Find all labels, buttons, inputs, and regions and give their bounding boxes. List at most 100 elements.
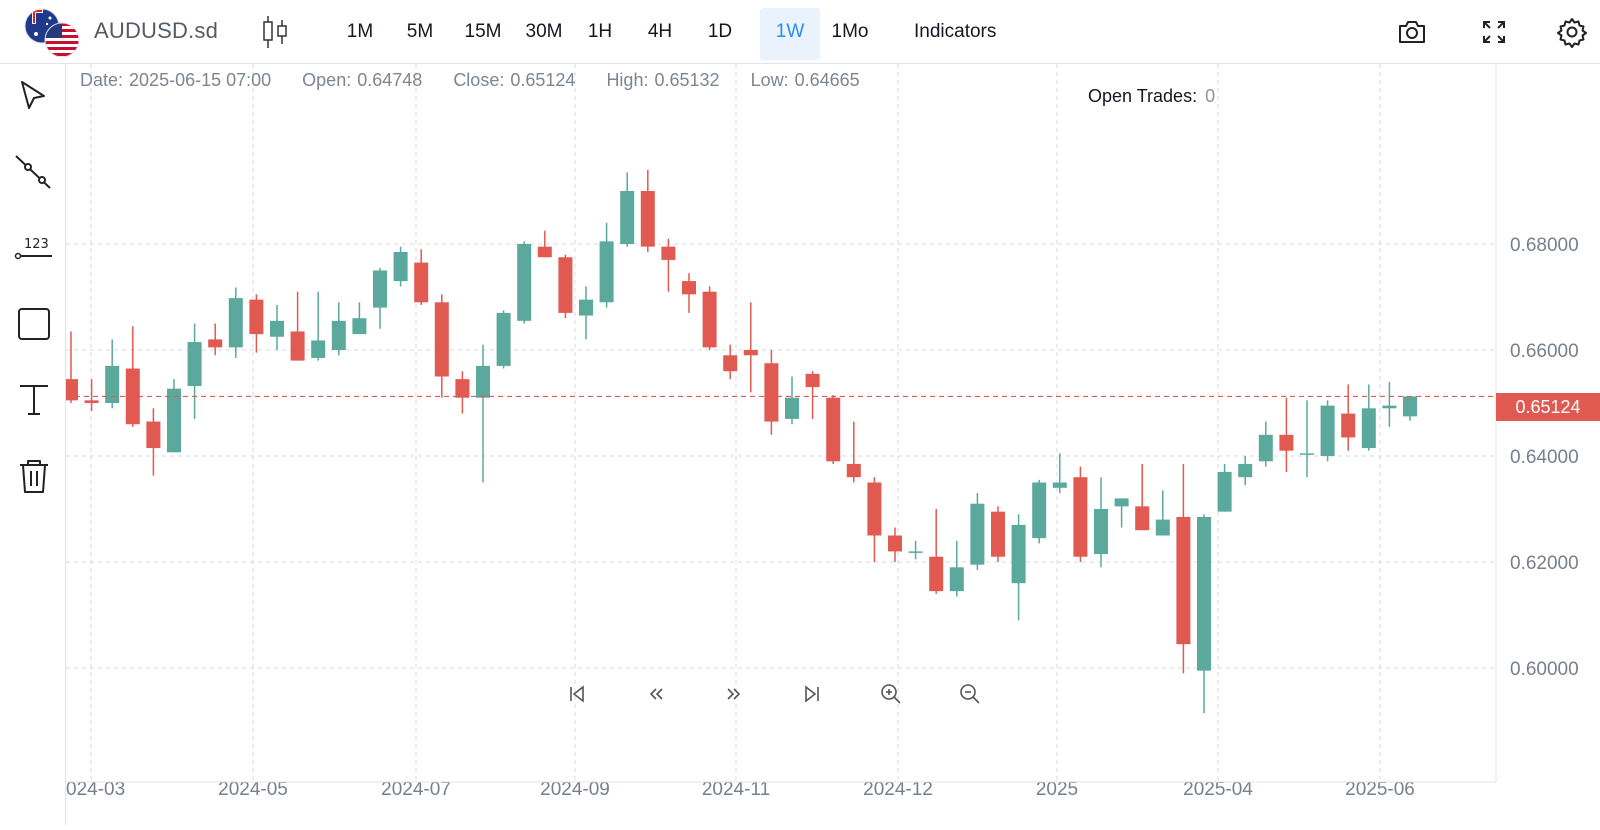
x-tick-label: 2024-05	[218, 779, 288, 800]
trendline-icon[interactable]	[14, 152, 54, 192]
symbol-name[interactable]: AUDUSD.sd	[94, 18, 219, 43]
price-chart[interactable]: 0.68000 0.66000 0.64000 0.62000 0.60000 024-0…	[64, 64, 1600, 825]
high-value: 0.65132	[654, 70, 720, 90]
timeframe-1h-button[interactable]: 1H	[587, 21, 613, 42]
timeframe-15m-button[interactable]: 15M	[464, 21, 502, 42]
candle-body	[1320, 405, 1335, 456]
candle-body	[661, 246, 676, 260]
x-tick-label: 2024-12	[863, 779, 933, 800]
x-tick-label: 2024-11	[702, 779, 770, 800]
candle-body	[1403, 396, 1417, 417]
candle-body	[455, 379, 470, 398]
candle-body	[805, 373, 820, 388]
zoom-in-icon[interactable]	[879, 682, 903, 706]
timeframe-1mo-button[interactable]: 1Mo	[831, 21, 869, 42]
candle-body	[249, 299, 264, 335]
candle-body	[558, 257, 573, 313]
date-label: Date:	[80, 70, 124, 90]
candle-body	[1361, 408, 1376, 449]
candle-body	[826, 397, 841, 462]
candle-body	[1176, 516, 1191, 645]
last-page-icon[interactable]	[800, 682, 824, 706]
candle-body	[682, 281, 696, 295]
currency-flags-icon	[22, 6, 86, 60]
candle-body	[187, 342, 202, 387]
open-trades-value: 0	[1205, 86, 1216, 106]
candle-body	[846, 463, 861, 478]
candle-body	[64, 379, 78, 401]
camera-icon[interactable]	[1396, 16, 1428, 48]
candle-body	[1011, 524, 1026, 584]
candle-body	[888, 535, 902, 552]
candle-body	[311, 340, 326, 358]
x-tick-label: 024-03	[66, 779, 125, 800]
price-label-icon[interactable]: 123	[14, 228, 54, 268]
timeframe-1d-button[interactable]: 1D	[707, 21, 733, 42]
candlestick-icon[interactable]	[260, 14, 292, 50]
x-tick-label: 2025-06	[1345, 779, 1415, 800]
candle-body	[434, 302, 449, 377]
candle-body	[228, 298, 243, 348]
candle-body	[1114, 498, 1129, 507]
fullscreen-icon[interactable]	[1478, 16, 1510, 48]
candle-body	[1073, 477, 1088, 557]
timeframe-5m-button[interactable]: 5M	[406, 21, 434, 42]
open-value: 0.64748	[357, 70, 423, 90]
candle-body	[84, 400, 99, 403]
timeframe-1w-button[interactable]: 1W	[760, 8, 820, 60]
text-icon[interactable]	[14, 380, 54, 420]
candle-body	[1279, 434, 1294, 451]
high-label: High:	[606, 70, 649, 90]
scroll-right-icon[interactable]	[722, 682, 746, 706]
svg-text:123: 123	[24, 237, 49, 252]
y-tick-label: 0.66000	[1510, 341, 1579, 362]
candle-body	[640, 191, 655, 247]
candle-body	[949, 567, 964, 592]
candle-body	[331, 320, 346, 350]
candle-body	[414, 262, 429, 303]
ohlc-info: Date: 2025-06-15 07:00 Open: 0.64748 Close…	[80, 70, 886, 91]
open-trades: Open Trades: 0	[1088, 86, 1215, 107]
y-tick-label: 0.64000	[1510, 447, 1579, 468]
rectangle-icon[interactable]	[14, 304, 54, 344]
x-tick-label: 2025-04	[1183, 779, 1253, 800]
trash-icon[interactable]	[14, 456, 54, 496]
candle-body	[743, 350, 758, 356]
y-tick-label: 0.68000	[1510, 235, 1579, 256]
candle-body	[764, 363, 779, 422]
candle-body	[723, 355, 738, 372]
open-label: Open:	[302, 70, 352, 90]
candle-body	[1052, 482, 1067, 488]
candle-body	[393, 251, 408, 282]
x-tick-label: 2024-09	[540, 779, 610, 800]
gear-icon[interactable]	[1556, 16, 1588, 48]
x-tick-label: 2025	[1036, 779, 1078, 800]
open-trades-label: Open Trades:	[1088, 86, 1198, 106]
x-tick-label: 2024-07	[381, 779, 451, 800]
candle-body	[105, 365, 120, 403]
timeframe-4h-button[interactable]: 4H	[647, 21, 673, 42]
candle-body	[517, 244, 532, 321]
candle-body	[929, 556, 944, 592]
candle-body	[1032, 482, 1047, 539]
candle-body	[970, 503, 985, 565]
scroll-left-icon[interactable]	[644, 682, 668, 706]
zoom-out-icon[interactable]	[958, 682, 982, 706]
candlestick-chart[interactable]: 0.68000 0.66000 0.64000 0.62000 0.60000 024-0…	[64, 64, 1600, 825]
candle-body	[1197, 516, 1211, 671]
indicators-button[interactable]: Indicators	[914, 21, 997, 42]
candle-body	[476, 365, 490, 398]
candle-body	[1238, 463, 1253, 478]
candle-body	[1155, 519, 1170, 536]
cursor-icon[interactable]	[14, 76, 54, 116]
timeframe-30m-button[interactable]: 30M	[525, 21, 563, 42]
date-value: 2025-06-15 07:00	[129, 70, 272, 90]
candle-body	[579, 299, 593, 316]
candle-body	[1300, 453, 1314, 455]
first-page-icon[interactable]	[565, 682, 589, 706]
candle-body	[908, 551, 923, 553]
timeframe-1m-button[interactable]: 1M	[346, 21, 374, 42]
candle-body	[1341, 413, 1356, 438]
candle-body	[1258, 434, 1273, 462]
candle-body	[599, 241, 614, 303]
